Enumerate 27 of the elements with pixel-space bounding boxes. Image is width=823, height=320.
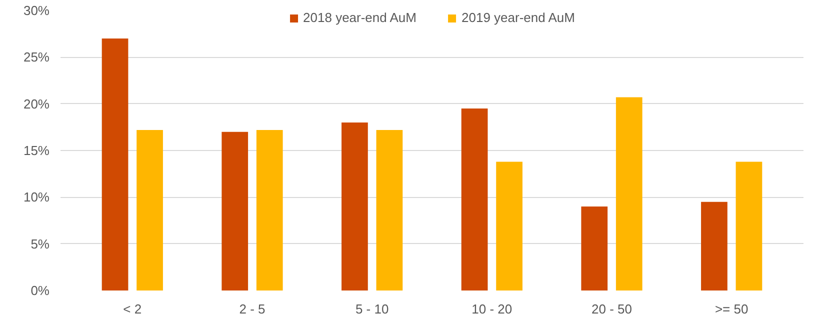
x-tick-label: 2 - 5 <box>239 302 266 316</box>
x-tick-label: 5 - 10 <box>355 302 389 316</box>
y-tick-label: 5% <box>30 236 50 252</box>
y-tick-label: 0% <box>30 283 50 298</box>
x-tick-label: 20 - 50 <box>592 302 632 316</box>
bar <box>342 122 368 290</box>
bar <box>616 97 642 290</box>
bar <box>581 206 608 290</box>
y-tick-label: 25% <box>23 50 50 65</box>
bar <box>496 162 522 290</box>
bar <box>256 130 283 290</box>
x-tick-label: >= 50 <box>714 302 748 316</box>
y-tick-label: 20% <box>23 96 50 112</box>
legend-label: 2019 year-end AuM <box>462 10 575 25</box>
bar <box>136 130 163 290</box>
legend-label: 2018 year-end AuM <box>303 10 416 25</box>
y-tick-label: 15% <box>23 143 50 158</box>
bar <box>102 38 128 290</box>
bar <box>376 130 403 290</box>
x-tick-label: < 2 <box>123 302 142 316</box>
bar <box>701 202 728 290</box>
y-tick-label: 30% <box>23 3 50 18</box>
bar <box>461 108 488 290</box>
bar <box>222 132 248 290</box>
bar <box>736 162 762 290</box>
x-tick-label: 10 - 20 <box>472 302 512 316</box>
y-tick-label: 10% <box>23 190 50 205</box>
